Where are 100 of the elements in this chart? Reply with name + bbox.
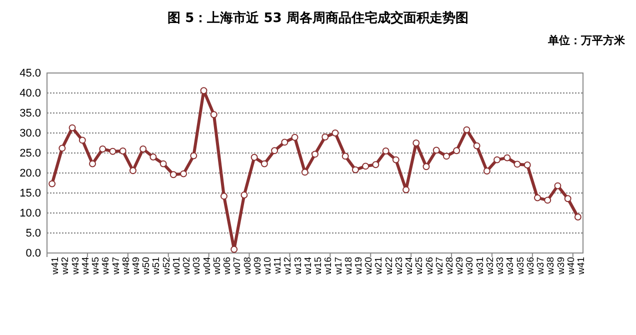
y-tick-label: 35.0 xyxy=(20,108,41,120)
point xyxy=(210,111,218,118)
point xyxy=(372,161,380,168)
point xyxy=(312,150,318,158)
point xyxy=(200,87,208,94)
point xyxy=(514,160,521,168)
x-tick-label: w01 xyxy=(171,257,182,276)
point xyxy=(291,134,298,141)
x-tick-label: w24 xyxy=(404,257,416,276)
point xyxy=(392,156,400,164)
point xyxy=(504,154,511,162)
point xyxy=(574,214,582,220)
point xyxy=(494,156,501,164)
x-tick-label: w15 xyxy=(313,257,324,276)
point xyxy=(140,146,147,152)
point xyxy=(432,146,440,154)
point xyxy=(58,144,66,152)
x-tick-label: w25 xyxy=(414,257,426,276)
x-tick-label: w02 xyxy=(182,257,193,276)
point xyxy=(402,186,410,194)
point xyxy=(260,160,268,168)
x-tick-label: w12 xyxy=(282,257,294,276)
x-tick-label: w47 xyxy=(110,257,122,276)
point xyxy=(281,138,288,146)
point xyxy=(190,152,198,160)
x-tick-label: w04 xyxy=(202,257,213,276)
point xyxy=(220,192,228,200)
x-tick-label: w40 xyxy=(566,257,577,276)
point xyxy=(109,148,116,155)
x-tick-label: w45 xyxy=(90,257,102,276)
point xyxy=(382,148,390,154)
x-tick-label: w13 xyxy=(292,257,304,276)
x-tick-label: w14 xyxy=(302,257,314,276)
point xyxy=(463,126,470,134)
x-tick-label: w46 xyxy=(100,257,112,276)
point xyxy=(180,170,188,178)
x-tick-label: w23 xyxy=(394,257,405,276)
point xyxy=(250,154,258,161)
x-tick-label: w38 xyxy=(546,257,557,276)
point xyxy=(78,136,86,144)
x-tick-label: w44 xyxy=(80,257,92,276)
x-tick-label: w42 xyxy=(60,257,72,276)
x-tick-label: w33 xyxy=(495,257,506,276)
x-tick-label: w30 xyxy=(464,257,476,276)
y-tick-label: 0.0 xyxy=(26,248,41,260)
x-tick-label: w21 xyxy=(374,257,385,276)
y-tick-label: 5.0 xyxy=(26,228,41,240)
point xyxy=(240,192,248,198)
point xyxy=(352,166,359,174)
x-tick-label: w18 xyxy=(343,257,354,276)
point xyxy=(442,152,450,160)
point xyxy=(544,196,552,204)
x-tick-label: w43 xyxy=(70,257,82,276)
x-tick-label: w19 xyxy=(353,257,364,276)
x-tick-label: w06 xyxy=(222,257,234,276)
x-tick-label: w10 xyxy=(262,257,274,276)
x-tick-label: w35 xyxy=(515,257,526,276)
point xyxy=(322,134,329,140)
point xyxy=(362,162,370,170)
x-tick-label: w41 xyxy=(50,257,62,276)
x-tick-label: w29 xyxy=(454,257,466,276)
point xyxy=(170,171,177,178)
x-tick-label: w26 xyxy=(424,257,436,276)
point xyxy=(129,167,136,174)
x-tick-label: w48 xyxy=(120,257,132,276)
point xyxy=(342,152,349,160)
point xyxy=(453,147,460,154)
point xyxy=(524,162,531,168)
point xyxy=(332,130,339,136)
point xyxy=(534,194,541,202)
x-tick-label: w09 xyxy=(252,257,264,276)
x-tick-label: w27 xyxy=(434,257,446,276)
point xyxy=(301,168,308,176)
point xyxy=(99,146,106,152)
point xyxy=(150,154,157,160)
x-tick-label: w28 xyxy=(444,257,456,276)
x-tick-label: w51 xyxy=(151,257,162,276)
point xyxy=(483,168,490,174)
y-tick-label: 20.0 xyxy=(20,168,41,180)
x-tick-label: w16 xyxy=(323,257,334,276)
y-tick-label: 15.0 xyxy=(20,188,41,200)
point xyxy=(564,195,572,202)
x-tick-label: w52 xyxy=(161,257,172,276)
point xyxy=(230,246,238,253)
point xyxy=(89,160,96,168)
y-tick-label: 10.0 xyxy=(20,208,41,220)
y-tick-label: 40.0 xyxy=(20,88,41,100)
point xyxy=(119,148,126,154)
point xyxy=(160,160,167,168)
x-tick-label: w22 xyxy=(384,257,395,276)
x-tick-label: w07 xyxy=(232,257,244,276)
x-tick-label: w50 xyxy=(141,257,152,276)
x-tick-label: w37 xyxy=(536,257,547,276)
point xyxy=(68,124,76,132)
x-tick-label: w08 xyxy=(242,257,254,276)
point xyxy=(412,140,420,146)
x-tick-label: w05 xyxy=(212,257,223,276)
y-tick-label: 45.0 xyxy=(20,68,41,80)
point xyxy=(271,147,278,154)
x-tick-label: w31 xyxy=(474,257,486,276)
